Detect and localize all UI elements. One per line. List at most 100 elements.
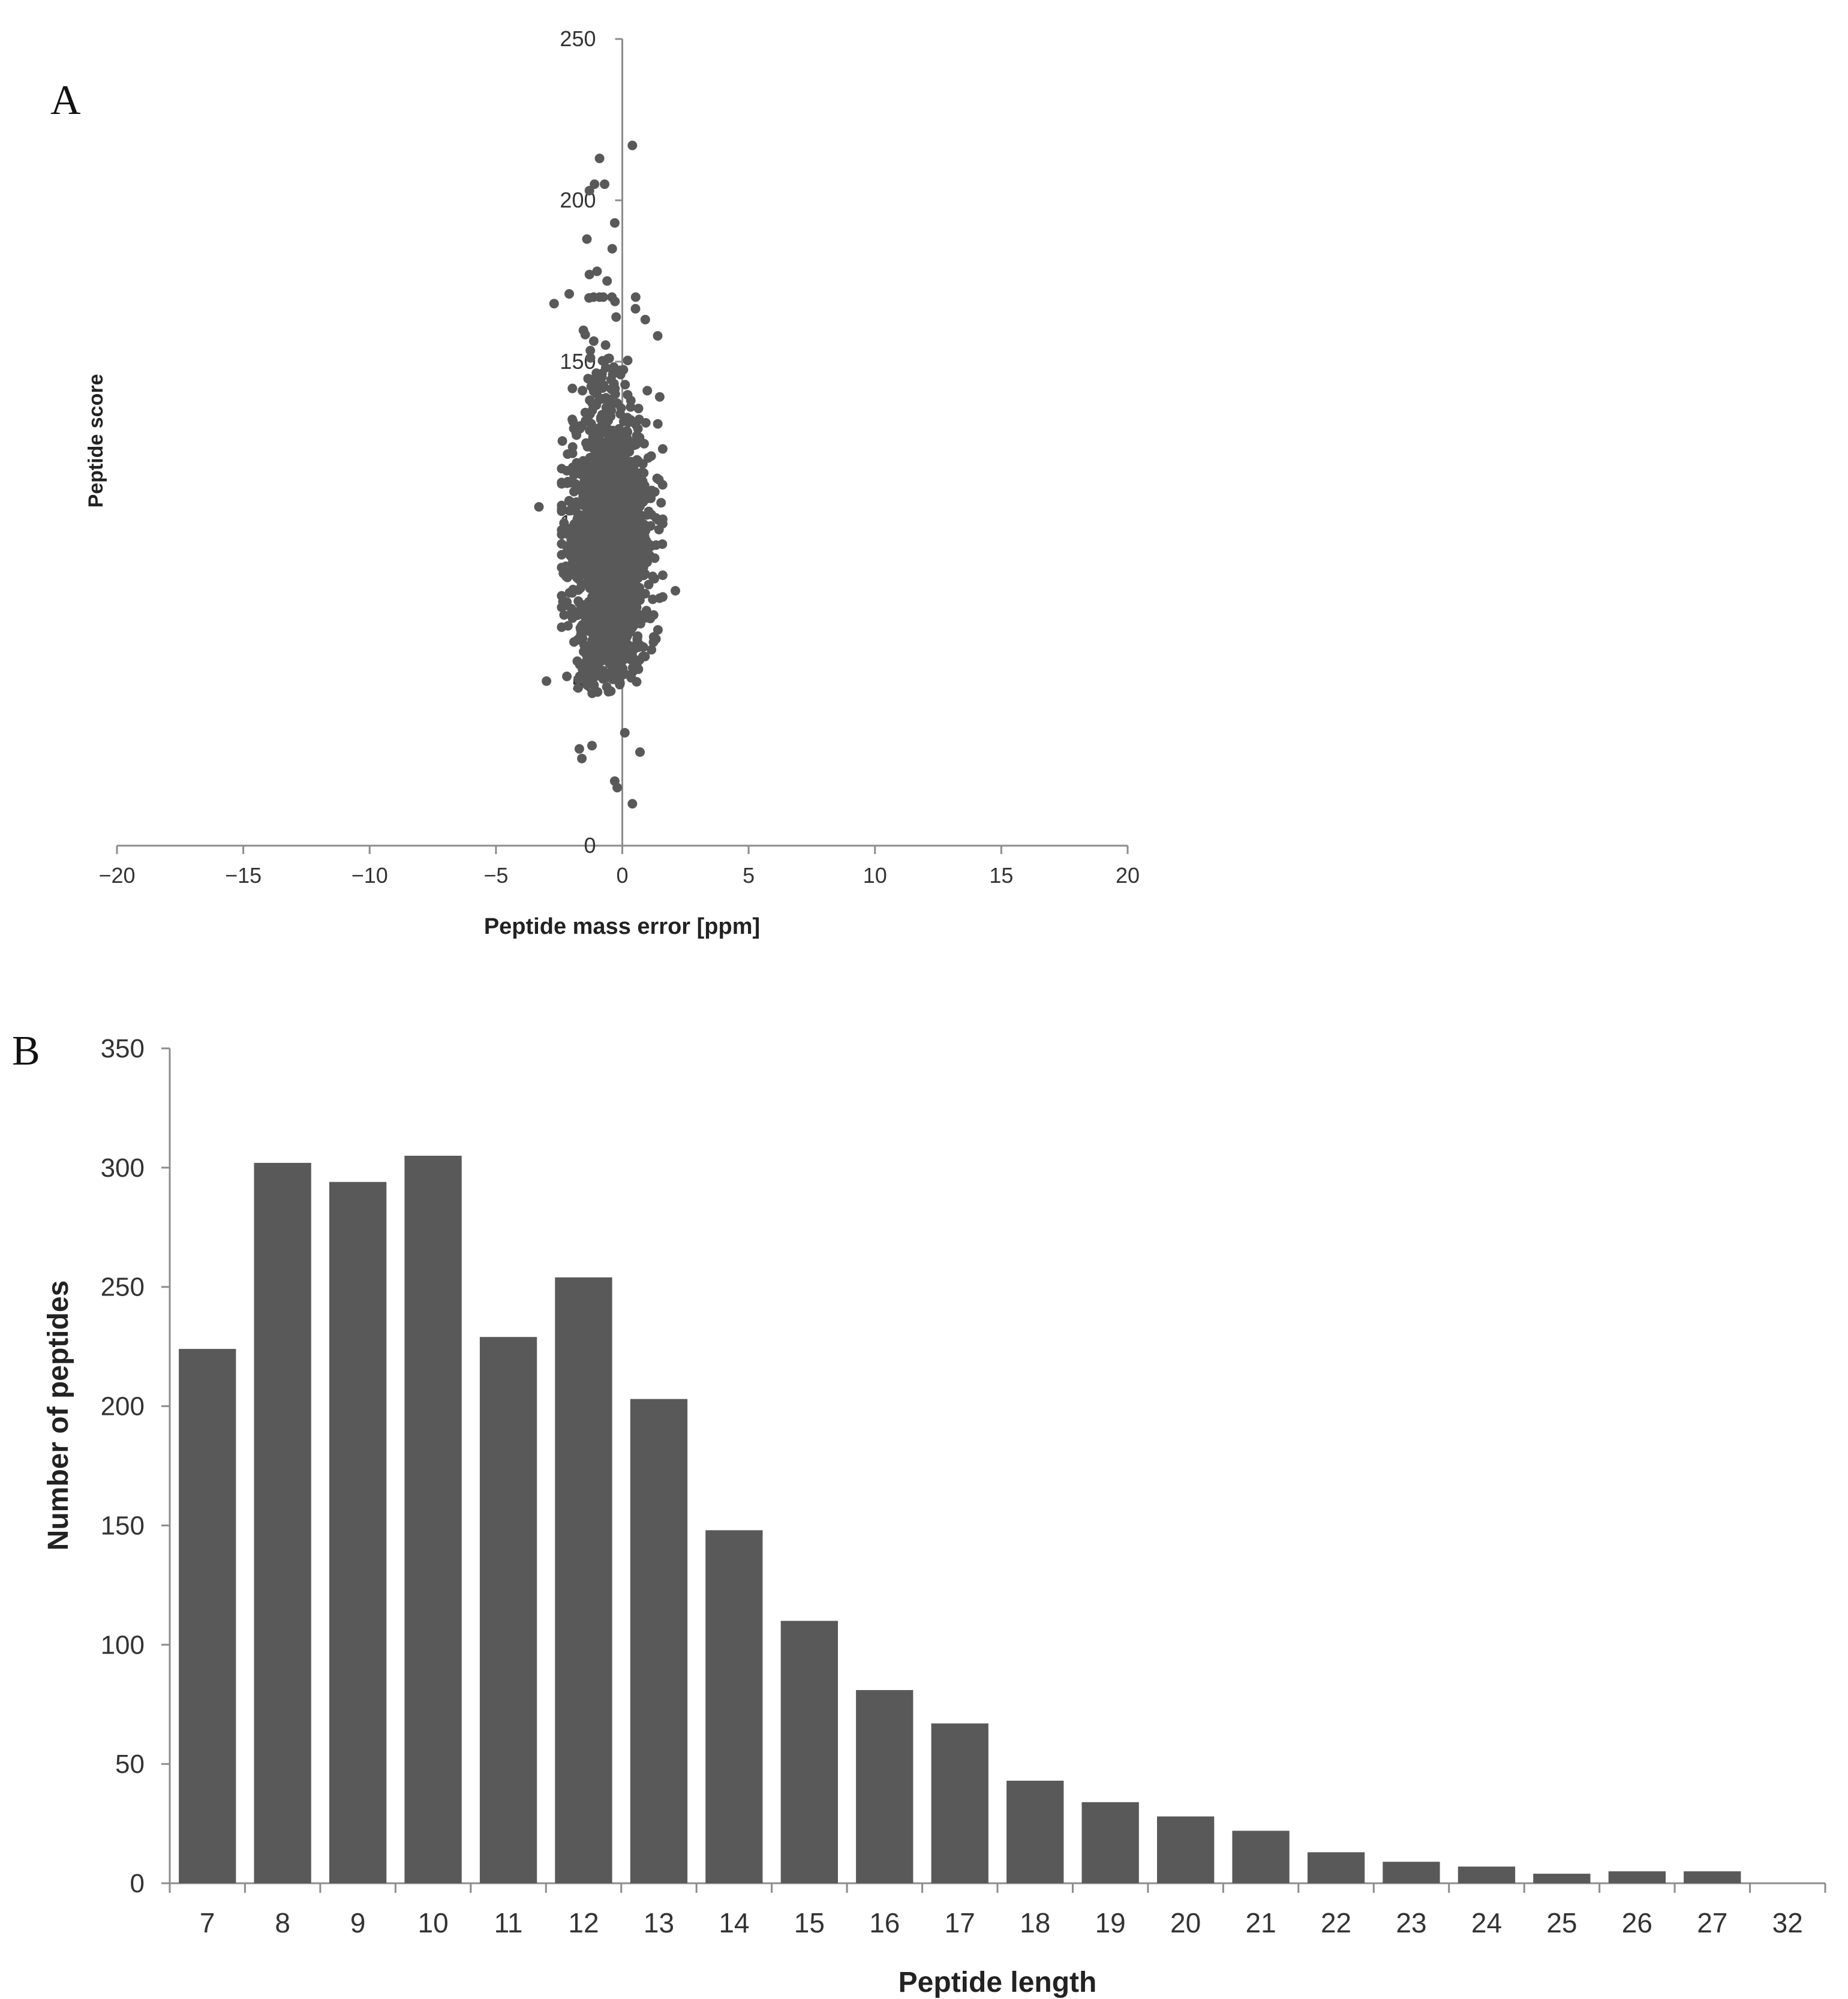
- bar-x-tick-label: 32: [1772, 1907, 1803, 1938]
- bar-x-tick-label: 11: [494, 1907, 523, 1938]
- scatter-point: [624, 496, 634, 506]
- scatter-x-tick-label: 0: [616, 863, 628, 888]
- scatter-x-tick-label: −15: [225, 863, 262, 888]
- scatter-point: [567, 442, 578, 452]
- scatter-point: [657, 592, 668, 602]
- scatter-point: [613, 557, 623, 567]
- scatter-point: [657, 539, 668, 549]
- bar-x-tick-label: 13: [644, 1907, 674, 1938]
- scatter-point: [590, 525, 600, 536]
- scatter-point: [635, 501, 645, 512]
- scatter-point: [619, 617, 629, 627]
- scatter-point: [564, 588, 575, 598]
- scatter-point: [639, 438, 649, 449]
- scatter-point: [577, 421, 587, 431]
- bar-x-tick-label: 7: [200, 1907, 215, 1938]
- scatter-point: [595, 585, 605, 596]
- scatter-point: [605, 558, 615, 568]
- scatter-point: [607, 617, 617, 627]
- scatter-point: [573, 513, 583, 523]
- scatter-x-tick-label: 15: [989, 863, 1013, 888]
- bar-x-tick-label: 15: [794, 1907, 825, 1938]
- scatter-point: [601, 655, 611, 665]
- scatter-point: [626, 395, 636, 405]
- scatter-point: [591, 400, 602, 410]
- scatter-point: [604, 353, 614, 363]
- scatter-point: [534, 502, 544, 512]
- scatter-point: [616, 403, 626, 413]
- bar-y-tick-label: 200: [101, 1392, 145, 1421]
- bar-8: [254, 1162, 311, 1883]
- scatter-point: [575, 608, 585, 618]
- bar-15: [780, 1621, 838, 1883]
- scatter-point: [580, 600, 590, 610]
- scatter-point: [657, 444, 668, 454]
- scatter-point: [614, 455, 624, 465]
- scatter-point: [585, 581, 595, 591]
- scatter-point: [653, 419, 663, 429]
- scatter-point: [638, 560, 648, 570]
- scatter-point: [600, 179, 609, 190]
- bar-x-tick-label: 12: [568, 1907, 599, 1938]
- scatter-point: [586, 471, 596, 481]
- scatter-point: [623, 583, 633, 593]
- scatter-point: [630, 303, 641, 314]
- scatter-point: [562, 671, 572, 681]
- scatter-point: [592, 266, 602, 276]
- scatter-point: [627, 574, 637, 584]
- scatter-point: [626, 550, 636, 560]
- scatter-point: [640, 569, 650, 579]
- bar-26: [1608, 1871, 1666, 1883]
- scatter-point: [602, 636, 612, 646]
- scatter-point: [584, 620, 594, 630]
- scatter-point: [631, 420, 641, 430]
- scatter-point: [623, 356, 633, 365]
- scatter-point: [654, 474, 664, 485]
- scatter-point: [565, 497, 575, 507]
- scatter-point: [612, 431, 622, 441]
- scatter-point: [587, 689, 597, 698]
- scatter-point: [557, 464, 567, 474]
- scatter-point: [622, 557, 632, 567]
- scatter-point: [549, 299, 559, 309]
- bar-11: [479, 1337, 537, 1883]
- scatter-point: [608, 440, 618, 450]
- scatter-point: [624, 417, 634, 428]
- scatter-point: [587, 534, 597, 545]
- bar-7: [179, 1349, 236, 1883]
- bar-chart: 0 50 100 150 200 250 300 350 7 8 9 10 11 12 13 14 15 16 17…: [43, 1034, 1826, 1998]
- bar-tick-labels: 0 50 100 150 200 250 300 350 7 8 9 10 11 12 13 14 15 16 17…: [101, 1034, 1803, 1938]
- scatter-point: [596, 671, 606, 681]
- scatter-point: [626, 643, 636, 653]
- scatter-point: [564, 289, 574, 299]
- scatter-point: [573, 499, 583, 509]
- scatter-point: [588, 336, 599, 346]
- scatter-point: [573, 674, 584, 684]
- scatter-point: [611, 312, 621, 322]
- scatter-point: [593, 662, 603, 672]
- scatter-point: [653, 331, 663, 341]
- bar-x-tick-label: 18: [1020, 1907, 1050, 1938]
- scatter-point: [609, 218, 620, 228]
- scatter-point: [583, 608, 593, 618]
- scatter-point: [587, 741, 597, 751]
- bar-y-tick-label: 150: [101, 1511, 145, 1540]
- scatter-point: [639, 547, 649, 557]
- scatter-chart: −20−15−10−505101520050100150200250 Pepti…: [85, 26, 1140, 939]
- scatter-point: [603, 597, 614, 606]
- scatter-point: [611, 605, 621, 615]
- scatter-point: [591, 516, 602, 526]
- bar-22: [1307, 1852, 1365, 1883]
- scatter-point: [603, 448, 613, 458]
- scatter-point: [566, 610, 576, 620]
- bar-17: [931, 1723, 988, 1883]
- scatter-point: [633, 631, 643, 641]
- bar-x-tick-label: 17: [945, 1907, 975, 1938]
- bar-x-tick-label: 16: [869, 1907, 900, 1938]
- bar-series: [179, 1156, 1741, 1883]
- bar-14: [705, 1530, 763, 1883]
- scatter-point: [561, 600, 571, 611]
- scatter-point: [589, 591, 599, 602]
- scatter-point: [633, 664, 644, 674]
- bar-x-tick-label: 22: [1321, 1907, 1351, 1938]
